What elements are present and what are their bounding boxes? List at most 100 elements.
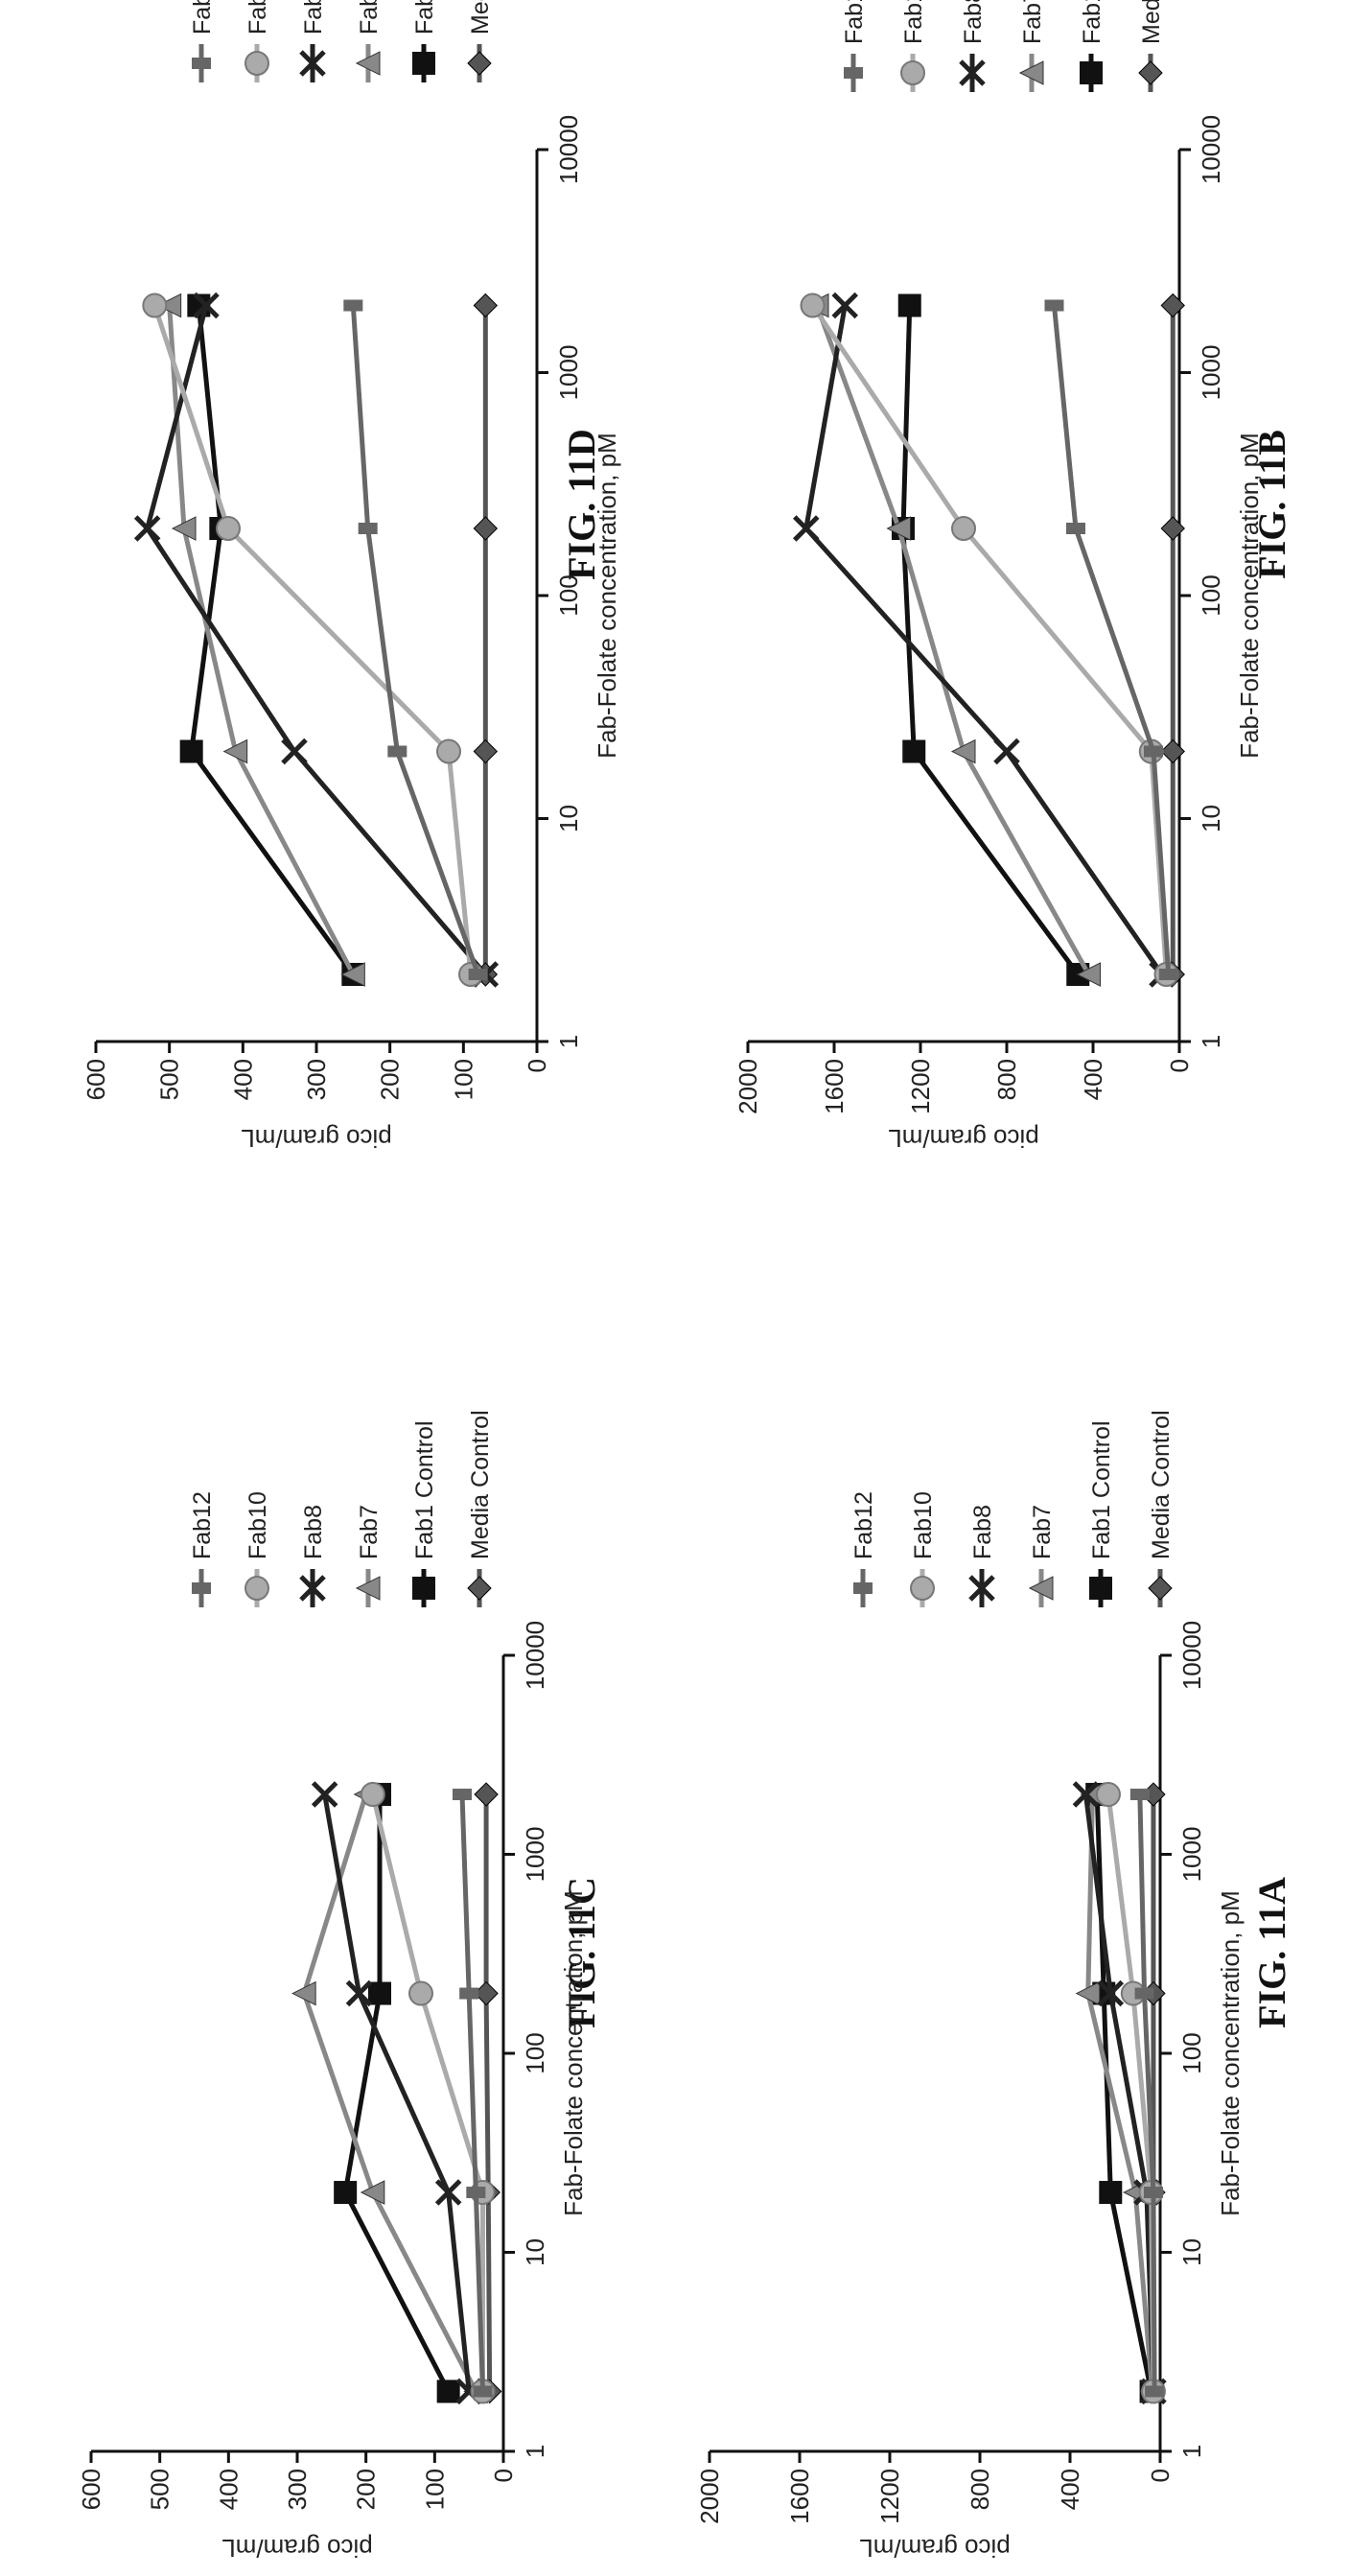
data-point xyxy=(222,738,248,764)
legend-entry: Fab1 Control xyxy=(411,1420,438,1607)
legend-marker xyxy=(1138,60,1163,85)
data-point xyxy=(368,1981,391,2005)
y-axis-label: pico gram/mL xyxy=(859,2534,1011,2563)
data-point xyxy=(993,738,1020,765)
data-point xyxy=(800,293,826,318)
data-point xyxy=(459,1987,479,2000)
legend-entry: Fab10 xyxy=(910,1491,937,1607)
legend-marker xyxy=(192,1582,211,1594)
legend-entry: Fab12 xyxy=(841,0,868,92)
legend-label: Fab7 xyxy=(1029,1505,1056,1559)
data-point xyxy=(1144,745,1163,758)
legend-marker xyxy=(467,1576,492,1601)
data-point xyxy=(434,2179,462,2206)
y-tick-label: 2000 xyxy=(733,1059,762,1114)
legend-label: Media Control xyxy=(1148,1410,1175,1559)
data-point xyxy=(1160,738,1185,764)
legend-marker xyxy=(244,1576,269,1601)
x-tick-label: 10 xyxy=(1177,2238,1206,2266)
data-point xyxy=(281,738,308,765)
series-line xyxy=(1137,1793,1157,2392)
data-point xyxy=(792,515,820,542)
x-tick-label: 10000 xyxy=(1177,1621,1206,1690)
legend-label: Media Control xyxy=(1138,0,1165,44)
y-tick-label: 500 xyxy=(155,1059,184,1100)
x-axis-label: Fab-Folate concentration, pM xyxy=(1235,433,1264,759)
legend-entry: Fab8 xyxy=(959,0,987,92)
legend-entry: Media Control xyxy=(1138,0,1165,92)
data-point xyxy=(468,969,488,981)
data-point xyxy=(831,292,859,319)
data-point xyxy=(474,1782,499,1807)
x-tick-label: 10000 xyxy=(554,115,583,184)
data-point xyxy=(334,2181,358,2205)
data-point xyxy=(1143,2187,1163,2199)
legend-label: Fab8 xyxy=(300,1505,327,1559)
data-point xyxy=(1072,1781,1100,1808)
series-line xyxy=(370,1793,485,2392)
legend-marker xyxy=(299,1575,326,1602)
legend-marker xyxy=(355,51,381,76)
legend-entry: Fab12 xyxy=(189,0,216,82)
y-tick-label: 400 xyxy=(1056,2469,1084,2510)
y-tick-label: 600 xyxy=(77,2469,105,2510)
series-line xyxy=(483,1794,493,2392)
x-tick-label: 10000 xyxy=(1197,115,1225,184)
legend-entry: Fab12 xyxy=(189,1491,216,1607)
data-point xyxy=(1145,2385,1165,2398)
y-tick-label: 200 xyxy=(352,2469,381,2510)
y-axis-label: pico gram/mL xyxy=(241,1124,392,1153)
series-fab12 xyxy=(1044,299,1178,981)
legend-marker xyxy=(1018,60,1044,85)
legend-entry: Media Control xyxy=(1148,1410,1175,1607)
panel-fig-11a: FIG. 11A 1 10 100 1000 10000 0 400 800 1200 1600 20… xyxy=(695,1410,1293,2563)
x-tick-label: 10 xyxy=(554,805,583,832)
data-point xyxy=(345,1979,373,2007)
y-tick-label: 200 xyxy=(376,1059,405,1100)
legend-entry: Fab10 xyxy=(244,1491,271,1607)
data-point xyxy=(179,739,203,763)
series-line xyxy=(151,304,474,975)
legend-marker xyxy=(412,1577,435,1600)
data-point xyxy=(473,738,499,764)
data-point xyxy=(1160,293,1185,318)
y-tick-label: 0 xyxy=(1165,1059,1194,1072)
legend-marker xyxy=(244,51,269,76)
x-tick-label: 1000 xyxy=(554,345,583,401)
y-tick-label: 800 xyxy=(966,2469,994,2510)
series-line xyxy=(342,1794,451,2393)
legend-entry: Media Control xyxy=(467,1410,494,1607)
figure-title: FIG. 11D xyxy=(560,429,603,580)
series-fab8 xyxy=(311,1781,482,2405)
legend-entry: Fab7 xyxy=(1018,0,1046,92)
y-tick-label: 400 xyxy=(214,2469,243,2510)
y-axis-label: pico gram/mL xyxy=(221,2534,373,2563)
data-point xyxy=(408,1980,433,2006)
x-axis-label: Fab-Folate concentration, pM xyxy=(559,1890,588,2216)
data-point xyxy=(1076,962,1101,987)
legend-label: Fab12 xyxy=(841,0,868,44)
data-point xyxy=(436,738,461,764)
y-tick-label: 2000 xyxy=(695,2469,724,2524)
legend-marker xyxy=(853,1582,873,1594)
legend-marker xyxy=(192,58,211,69)
y-tick-label: 0 xyxy=(489,2469,518,2482)
series-line xyxy=(1052,305,1172,975)
x-tick-label: 100 xyxy=(1197,574,1225,616)
data-point xyxy=(1129,1789,1150,1801)
legend-label: Fab1 Control xyxy=(1079,0,1106,44)
legend-marker xyxy=(1148,1576,1173,1601)
y-tick-label: 1600 xyxy=(785,2469,814,2524)
data-point xyxy=(311,1781,338,1808)
data-point xyxy=(1075,1980,1101,2006)
legend-marker xyxy=(1028,1576,1054,1601)
legend-entry: Fab7 xyxy=(355,0,383,82)
x-tick-label: 10 xyxy=(521,2238,549,2266)
legend-label: Fab10 xyxy=(910,1491,937,1559)
data-point xyxy=(216,516,241,542)
legend-label: Fab7 xyxy=(356,1505,383,1559)
x-tick-label: 1 xyxy=(1197,1035,1225,1048)
series-fab12 xyxy=(1129,1789,1165,2398)
legend-entry: Fab1 Control xyxy=(411,0,438,82)
data-point xyxy=(156,293,182,318)
